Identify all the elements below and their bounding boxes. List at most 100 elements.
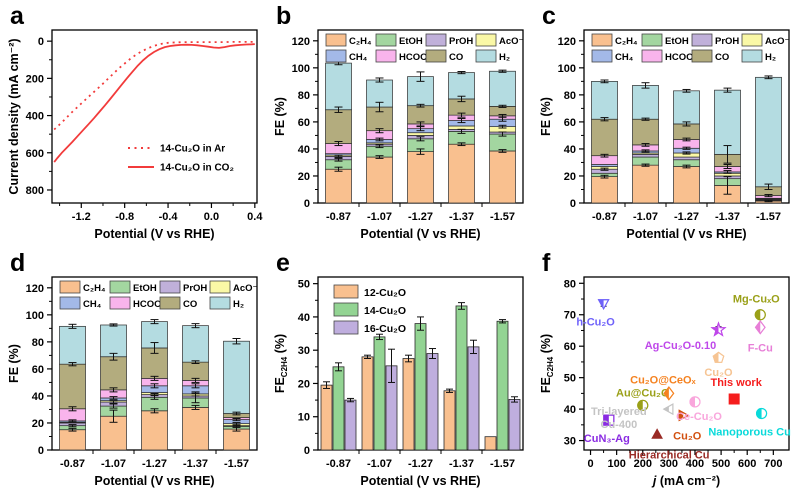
svg-text:60: 60 xyxy=(564,117,576,129)
svg-text:-1.07: -1.07 xyxy=(367,211,392,223)
svg-text:50: 50 xyxy=(298,279,310,291)
svg-text:100: 100 xyxy=(607,458,625,470)
svg-text:HCOO⁻: HCOO⁻ xyxy=(665,52,699,63)
svg-text:CO: CO xyxy=(183,299,197,310)
svg-text:0: 0 xyxy=(587,458,593,470)
svg-text:-1.57: -1.57 xyxy=(224,458,249,470)
svg-text:Ag-Cu₂O-0.10: Ag-Cu₂O-0.10 xyxy=(645,340,717,352)
svg-text:FE (%): FE (%) xyxy=(273,97,287,136)
svg-text:100: 100 xyxy=(558,63,576,75)
svg-text:This work: This work xyxy=(710,377,762,389)
svg-text:F-Cu: F-Cu xyxy=(748,342,773,354)
svg-text:H₂: H₂ xyxy=(233,299,244,310)
svg-text:0: 0 xyxy=(570,198,576,210)
panel-e-letter: e xyxy=(276,249,290,277)
svg-text:-1.27: -1.27 xyxy=(674,211,699,223)
svg-text:Potential (V vs RHE): Potential (V vs RHE) xyxy=(94,474,214,488)
chart-d-fe-stacked-bars: 0 20 40 60 80 100 120 -0.87 -1.07 -1.27 -1.37 -1.57… xyxy=(7,276,258,488)
svg-text:500: 500 xyxy=(712,458,730,470)
svg-text:FE (%): FE (%) xyxy=(7,344,21,383)
svg-text:EtOH: EtOH xyxy=(665,36,689,47)
svg-text:Au@Cu₂O: Au@Cu₂O xyxy=(616,387,670,399)
panel-e: e 0 10 20 30 40 50 -0.87 -1.07 -1.27 -1.37 -1.57 Po… xyxy=(266,247,532,495)
svg-text:0: 0 xyxy=(304,198,310,210)
panel-d: d 0 20 40 60 80 100 120 -0.87 -1.07 -1.27 -1.37 -1.… xyxy=(0,247,266,495)
svg-text:100: 100 xyxy=(26,310,44,322)
svg-text:14-Cu₂O in CO₂: 14-Cu₂O in CO₂ xyxy=(160,163,234,174)
svg-text:60: 60 xyxy=(32,364,44,376)
svg-text:600: 600 xyxy=(738,458,756,470)
svg-text:Ce-Cu₂O: Ce-Cu₂O xyxy=(676,411,722,423)
svg-text:10: 10 xyxy=(298,412,310,424)
svg-text:C₂H₄: C₂H₄ xyxy=(83,283,106,294)
svg-text:Nanoporous Cu: Nanoporous Cu xyxy=(708,427,791,439)
panel-f-letter: f xyxy=(542,249,551,277)
svg-text:20: 20 xyxy=(32,418,44,430)
svg-text:-0.87: -0.87 xyxy=(60,458,85,470)
svg-text:CO: CO xyxy=(449,52,463,63)
svg-text:j (mA cm⁻²): j (mA cm⁻²) xyxy=(651,474,720,488)
panel-c: c 0 20 40 60 80 100 120 -0.87 -1.07 -1.27 -1.37 -1.… xyxy=(532,0,798,247)
svg-text:30: 30 xyxy=(564,436,576,448)
svg-text:Hierarchical Cu: Hierarchical Cu xyxy=(629,449,710,461)
svg-text:FEC2H4 (%): FEC2H4 (%) xyxy=(273,334,289,393)
svg-text:-1.37: -1.37 xyxy=(715,211,740,223)
svg-text:PrOH: PrOH xyxy=(449,36,473,47)
svg-text:0: 0 xyxy=(304,445,310,457)
panel-c-letter: c xyxy=(542,2,556,30)
svg-text:C₂H₄: C₂H₄ xyxy=(349,36,372,47)
svg-text:-0.87: -0.87 xyxy=(326,458,351,470)
svg-text:20: 20 xyxy=(564,171,576,183)
svg-text:CH₄: CH₄ xyxy=(349,52,368,63)
svg-text:Potential (V vs RHE): Potential (V vs RHE) xyxy=(360,227,480,241)
svg-text:AcO⁻: AcO⁻ xyxy=(499,36,524,47)
svg-text:-1.37: -1.37 xyxy=(449,458,474,470)
svg-text:Cu₂O@CeOₓ: Cu₂O@CeOₓ xyxy=(630,374,696,386)
svg-text:16-Cu₂O: 16-Cu₂O xyxy=(364,323,406,335)
svg-text:-1.57: -1.57 xyxy=(490,458,515,470)
svg-text:100: 100 xyxy=(292,63,310,75)
chart-f-comparison-scatter: 30 40 50 60 70 80 0 100 200 300 400 500 600 700 j (mA … xyxy=(539,276,791,488)
panel-a: a 0 200 400 600 800 -1.2 -0.8 -0.4 0.0 0.4 Potenti… xyxy=(0,0,266,247)
svg-text:PrOH: PrOH xyxy=(715,36,739,47)
svg-text:400: 400 xyxy=(26,111,44,123)
svg-text:-1.07: -1.07 xyxy=(633,211,658,223)
svg-text:-0.87: -0.87 xyxy=(326,211,351,223)
svg-text:H₂: H₂ xyxy=(765,52,776,63)
svg-text:Potential (V vs RHE): Potential (V vs RHE) xyxy=(94,227,214,241)
panel-b: b 0 20 40 60 80 100 120 -0.87 -1.07 -1.27 -1.37 -1.… xyxy=(266,0,532,247)
svg-text:120: 120 xyxy=(292,36,310,48)
svg-text:-1.27: -1.27 xyxy=(408,458,433,470)
panel-a-letter: a xyxy=(10,2,24,30)
svg-text:60: 60 xyxy=(564,341,576,353)
svg-text:20: 20 xyxy=(298,171,310,183)
svg-text:700: 700 xyxy=(764,458,782,470)
svg-text:-0.8: -0.8 xyxy=(115,211,134,223)
svg-text:40: 40 xyxy=(298,144,310,156)
svg-text:14-Cu₂O in Ar: 14-Cu₂O in Ar xyxy=(160,144,225,155)
svg-text:80: 80 xyxy=(564,90,576,102)
svg-text:0.4: 0.4 xyxy=(247,211,263,223)
svg-text:CuN₃-Ag: CuN₃-Ag xyxy=(584,433,630,445)
chart-e-fec2h4-grouped-bars: 0 10 20 30 40 50 -0.87 -1.07 -1.27 -1.37 -1.57 Pote… xyxy=(273,276,524,488)
svg-text:-1.37: -1.37 xyxy=(449,211,474,223)
svg-text:40: 40 xyxy=(32,391,44,403)
svg-text:Cu-400: Cu-400 xyxy=(601,419,638,431)
panel-d-letter: d xyxy=(10,249,26,277)
svg-text:60: 60 xyxy=(298,117,310,129)
chart-c-fe-stacked-bars: 0 20 40 60 80 100 120 -0.87 -1.07 -1.27 -1.37 -1.57… xyxy=(539,29,790,241)
svg-text:Cu₂O: Cu₂O xyxy=(704,367,733,379)
svg-text:300: 300 xyxy=(660,458,678,470)
svg-text:Current density (mA cm⁻²): Current density (mA cm⁻²) xyxy=(7,38,21,194)
svg-text:PrOH: PrOH xyxy=(183,283,207,294)
svg-text:-0.87: -0.87 xyxy=(592,211,617,223)
svg-text:-1.07: -1.07 xyxy=(367,458,392,470)
svg-text:70: 70 xyxy=(564,310,576,322)
svg-text:C₂H₄: C₂H₄ xyxy=(615,36,638,47)
panel-f: f 30 40 50 60 70 80 0 100 200 300 400 500 600 700 j (m… xyxy=(532,247,798,495)
svg-text:600: 600 xyxy=(26,148,44,160)
svg-text:200: 200 xyxy=(26,73,44,85)
svg-text:0: 0 xyxy=(38,36,44,48)
svg-text:AcO⁻: AcO⁻ xyxy=(233,283,258,294)
svg-text:14-Cu₂O: 14-Cu₂O xyxy=(364,305,406,317)
